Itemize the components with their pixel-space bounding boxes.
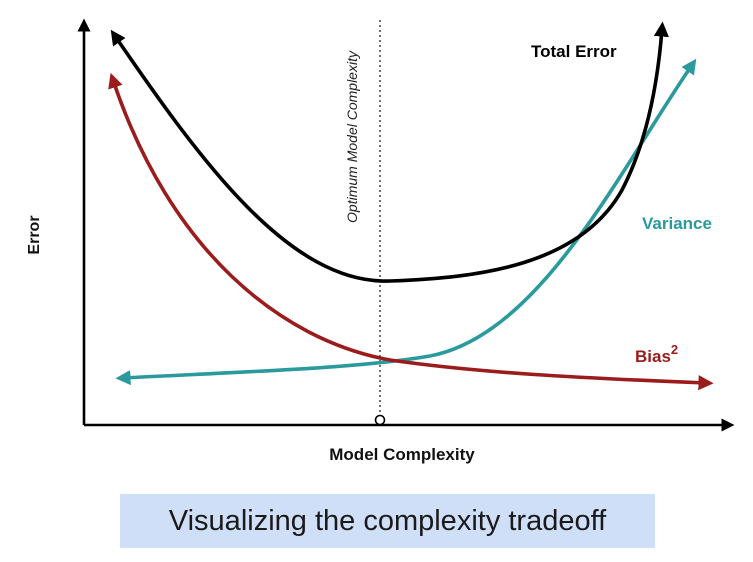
bias-superscript: 2: [671, 342, 678, 357]
bias-label: Bias2: [635, 342, 678, 366]
optimum-complexity-marker: [374, 414, 386, 426]
total-error-curve: [110, 21, 669, 283]
variance-curve: [115, 58, 697, 386]
y-axis-label: Error: [26, 215, 43, 254]
caption-box: Visualizing the complexity tradeoff: [120, 494, 655, 548]
optimum-complexity-label: Optimum Model Complexity: [344, 50, 360, 223]
caption-text: Visualizing the complexity tradeoff: [168, 504, 607, 537]
variance-label: Variance: [642, 214, 712, 233]
x-axis-label: Model Complexity: [329, 445, 475, 464]
total-error-label: Total Error: [531, 42, 617, 61]
bias-curve: [108, 72, 714, 391]
